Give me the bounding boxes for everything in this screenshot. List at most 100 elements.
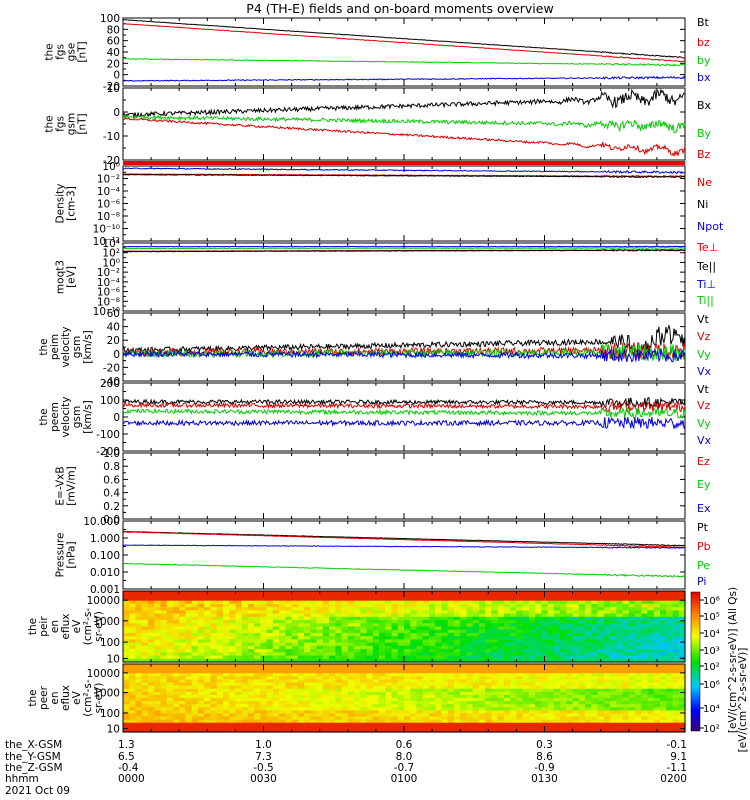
spectrogram-cell	[416, 597, 424, 602]
spectrogram-cell	[404, 707, 411, 711]
spectrogram-cell	[541, 676, 549, 681]
colorbar-tick-label: 10⁴	[703, 629, 720, 640]
spectrogram-cell	[635, 673, 642, 677]
spectrogram-cell	[503, 710, 511, 715]
spectrogram-cell	[653, 685, 661, 690]
spectrogram-cell	[653, 704, 661, 708]
spectrogram-cell	[210, 694, 218, 699]
spectrogram-cell	[591, 620, 599, 624]
spectrogram-cell	[478, 658, 486, 663]
spectrogram-cell	[360, 591, 368, 595]
spectrogram-cell	[416, 623, 424, 628]
spectrogram-cell	[603, 716, 611, 721]
spectrogram-cell	[666, 688, 674, 693]
spectrogram-cell	[541, 629, 549, 634]
spectrogram-cell	[222, 707, 230, 711]
spectrogram-cell	[628, 716, 636, 721]
y-tick-label: 0.001	[90, 584, 120, 596]
spectrogram-cell	[329, 722, 336, 727]
spectrogram-cell	[428, 594, 436, 599]
spectrogram-cell	[591, 704, 599, 708]
spectrogram-cell	[279, 716, 286, 721]
spectrogram-cell	[291, 664, 299, 668]
spectrogram-cell	[553, 694, 561, 699]
spectrogram-cell	[404, 616, 411, 621]
spectrogram-cell	[297, 603, 305, 608]
spectrogram-cell	[547, 632, 555, 637]
spectrogram-cell	[335, 725, 343, 730]
spectrogram-cell	[672, 710, 680, 715]
spectrogram-cell	[578, 719, 586, 724]
spectrogram-cell	[678, 670, 686, 674]
spectrogram-cell	[197, 597, 205, 602]
spectrogram-cell	[560, 652, 567, 657]
y-axis-label: peir	[38, 616, 50, 637]
spectrogram-cell	[279, 728, 286, 733]
spectrogram-cell	[185, 691, 193, 696]
spectrogram-cell	[453, 676, 461, 681]
spectrogram-cell	[347, 701, 355, 705]
spectrogram-cell	[478, 607, 486, 611]
spectrogram-cell	[285, 694, 293, 699]
spectrogram-cell	[591, 623, 599, 628]
spectrogram-cell	[160, 664, 168, 668]
spectrogram-cell	[616, 719, 624, 724]
spectrogram-cell	[241, 591, 249, 595]
spectrogram-cell	[516, 616, 524, 621]
spectrogram-cell	[260, 623, 268, 628]
spectrogram-cell	[335, 636, 343, 641]
spectrogram-cell	[235, 626, 243, 631]
spectrogram-cell	[653, 600, 661, 605]
spectrogram-cell	[566, 667, 574, 671]
spectrogram-cell	[422, 688, 430, 693]
spectrogram-cell	[672, 716, 680, 721]
spectrogram-cell	[472, 694, 480, 699]
spectrogram-cell	[497, 652, 505, 657]
spectrogram-cell	[172, 636, 180, 641]
spectrogram-cell	[366, 597, 374, 602]
spectrogram-cell	[272, 676, 280, 681]
spectrogram-cell	[572, 698, 580, 702]
spectrogram-cell	[279, 610, 286, 615]
spectrogram-cell	[635, 716, 642, 721]
spectrogram-cell	[141, 591, 149, 595]
y-axis-label: (cm²-s-	[82, 608, 94, 646]
spectrogram-cell	[472, 652, 480, 657]
spectrogram-cell	[503, 610, 511, 615]
spectrogram-cell	[678, 600, 686, 605]
spectrogram-cell	[528, 676, 536, 681]
spectrogram-cell	[279, 642, 286, 647]
spectrogram-cell	[372, 670, 380, 674]
spectrogram-cell	[372, 667, 380, 671]
spectrogram-cell	[528, 713, 536, 718]
spectrogram-cell	[204, 688, 212, 693]
spectrogram-cell	[672, 600, 680, 605]
spectrogram-cell	[416, 639, 424, 644]
spectrogram-cell	[410, 701, 418, 705]
spectrogram-cell	[610, 664, 617, 668]
spectrogram-cell	[172, 719, 180, 724]
spectrogram-cell	[428, 642, 436, 647]
panel-frame	[122, 87, 686, 161]
spectrogram-cell	[347, 670, 355, 674]
spectrogram-cell	[553, 600, 561, 605]
spectrogram-cell	[360, 667, 368, 671]
spectrogram-cell	[222, 698, 230, 702]
spectrogram-cell	[522, 698, 530, 702]
spectrogram-cell	[123, 655, 130, 660]
x-axis-row-label: the_X-GSM	[5, 739, 62, 751]
spectrogram-cell	[616, 597, 624, 602]
spectrogram-cell	[666, 658, 674, 663]
spectrogram-cell	[466, 591, 474, 595]
spectrogram-cell	[123, 719, 130, 724]
spectrogram-cell	[379, 620, 386, 624]
spectrogram-cell	[491, 679, 499, 684]
spectrogram-cell	[160, 719, 168, 724]
spectrogram-cell	[279, 682, 286, 687]
spectrogram-cell	[441, 667, 449, 671]
spectrogram-cell	[185, 639, 193, 644]
spectrogram-cell	[222, 594, 230, 599]
spectrogram-cell	[678, 667, 686, 671]
spectrogram-cell	[391, 722, 399, 727]
spectrogram-cell	[279, 623, 286, 628]
